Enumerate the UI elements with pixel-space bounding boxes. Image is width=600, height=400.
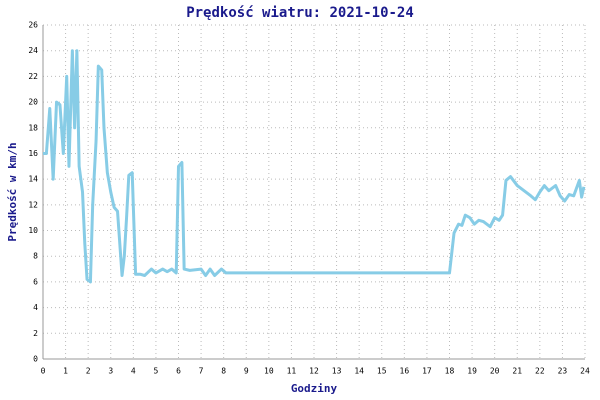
y-tick-label: 16 xyxy=(28,149,38,158)
y-tick-label: 14 xyxy=(28,175,38,184)
y-tick-label: 26 xyxy=(28,21,38,30)
x-tick-label: 17 xyxy=(422,367,432,376)
y-tick-label: 22 xyxy=(28,72,38,81)
y-tick-label: 12 xyxy=(28,200,38,209)
data-line xyxy=(43,49,586,284)
x-tick-label: 4 xyxy=(131,367,136,376)
x-tick-label: 14 xyxy=(354,367,364,376)
x-tick-label: 19 xyxy=(467,367,477,376)
x-tick-label: 15 xyxy=(377,367,387,376)
x-tick-label: 21 xyxy=(512,367,522,376)
x-tick-label: 9 xyxy=(244,367,249,376)
y-tick-label: 10 xyxy=(28,226,38,235)
x-tick-label: 22 xyxy=(535,367,545,376)
x-tick-label: 3 xyxy=(108,367,113,376)
x-tick-label: 5 xyxy=(154,367,159,376)
y-axis-label: Prędkość w km/h xyxy=(6,142,19,241)
y-tick-label: 18 xyxy=(28,123,38,132)
x-tick-label: 1 xyxy=(63,367,68,376)
x-tick-label: 8 xyxy=(221,367,226,376)
x-tick-label: 12 xyxy=(309,367,319,376)
x-tick-label: 7 xyxy=(199,367,204,376)
y-tick-label: 2 xyxy=(33,329,38,338)
x-tick-label: 6 xyxy=(176,367,181,376)
x-tick-label: 0 xyxy=(41,367,46,376)
y-tick-label: 8 xyxy=(33,252,38,261)
y-tick-label: 4 xyxy=(33,303,38,312)
x-tick-label: 18 xyxy=(445,367,455,376)
x-tick-label: 11 xyxy=(287,367,297,376)
y-tick-label: 0 xyxy=(33,355,38,364)
x-tick-label: 20 xyxy=(490,367,500,376)
x-tick-label: 23 xyxy=(558,367,568,376)
y-tick-label: 20 xyxy=(28,98,38,107)
x-tick-label: 13 xyxy=(332,367,342,376)
x-tick-label: 10 xyxy=(264,367,274,376)
x-tick-label: 2 xyxy=(86,367,91,376)
chart-title: Prędkość wiatru: 2021-10-24 xyxy=(186,5,414,21)
y-tick-label: 24 xyxy=(28,46,38,55)
x-tick-label: 16 xyxy=(400,367,410,376)
x-axis-label: Godziny xyxy=(291,382,338,395)
x-tick-label: 24 xyxy=(580,367,590,376)
y-tick-label: 6 xyxy=(33,277,38,286)
